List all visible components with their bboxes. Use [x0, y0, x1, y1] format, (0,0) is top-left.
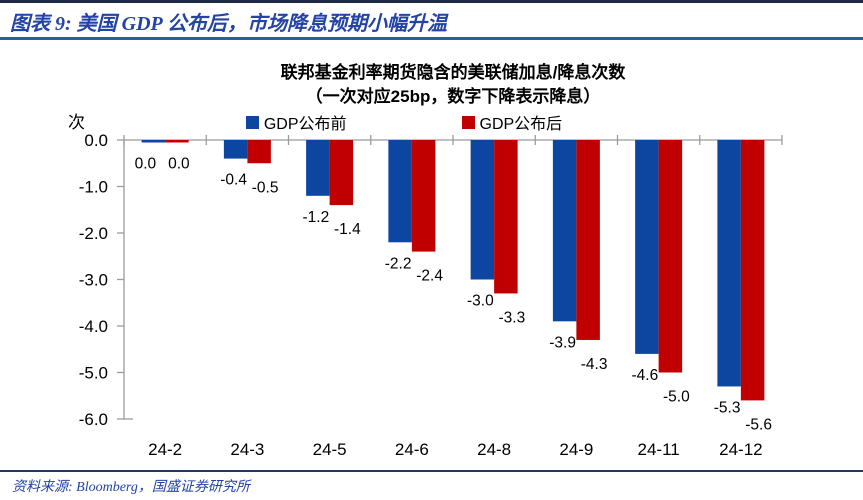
chart-title: 联邦基金利率期货隐含的美联储加息/降息次数: [280, 63, 626, 82]
bar-gdp-after: [329, 140, 354, 206]
bar-gdp-after: [576, 140, 600, 340]
value-label-gdp-after: -0.5: [252, 179, 279, 196]
bar-gdp-before: [635, 140, 659, 354]
value-label-gdp-after: -5.6: [745, 416, 772, 433]
legend-label-gdp-before: GDP公布前: [263, 116, 347, 133]
bar-gdp-before: [141, 140, 166, 143]
bar-gdp-before: [552, 140, 577, 322]
legend-label-gdp-after: GDP公布后: [479, 116, 563, 133]
bar-gdp-after: [165, 140, 189, 143]
x-tick-label: 24-6: [395, 440, 429, 459]
value-label-gdp-after: -4.3: [581, 356, 608, 373]
legend-item-gdp-after: GDP公布后: [461, 110, 563, 134]
bar-gdp-before: [223, 140, 248, 159]
bar-gdp-before: [388, 140, 412, 243]
bar-gdp-after: [740, 140, 765, 401]
value-label-gdp-before: 0.0: [135, 156, 157, 173]
value-label-gdp-before: -0.4: [220, 172, 247, 189]
bar-gdp-after: [411, 140, 436, 252]
y-tick-label: -1.0: [79, 178, 108, 197]
value-label-gdp-before: -2.2: [385, 255, 412, 272]
x-tick-label: 24-5: [313, 440, 347, 459]
x-tick-label: 24-11: [638, 440, 680, 459]
x-tick-label: 24-9: [559, 440, 593, 459]
value-label-gdp-after: -1.4: [334, 221, 361, 238]
bar-gdp-before: [306, 140, 330, 196]
value-label-gdp-after: -3.3: [499, 309, 526, 326]
x-tick-label: 24-2: [148, 440, 182, 459]
chart-subtitle: （一次对应25bp，数字下降表示降息）: [305, 87, 601, 106]
y-tick-label: -4.0: [79, 317, 108, 336]
bar-gdp-after: [658, 140, 683, 373]
figure-title: 图表 9: 美国 GDP 公布后，市场降息预期小幅升温: [10, 13, 448, 35]
header-separator: [0, 37, 863, 40]
y-tick-label: -3.0: [79, 271, 108, 290]
value-label-gdp-after: 0.0: [168, 156, 190, 173]
footer-separator: [0, 470, 863, 472]
bar-gdp-after: [247, 140, 271, 164]
y-tick-label: -2.0: [79, 224, 108, 243]
top-border: [0, 0, 863, 3]
x-tick-label: 24-8: [477, 440, 511, 459]
bar-gdp-before: [717, 140, 741, 387]
bar-gdp-before: [470, 140, 495, 280]
value-label-gdp-before: -5.3: [714, 399, 741, 416]
y-axis-unit-label: 次: [68, 113, 85, 132]
source-text: 资料来源: Bloomberg，国盛证券研究所: [12, 480, 250, 495]
y-tick-label: 0.0: [84, 131, 108, 150]
y-tick-label: -6.0: [79, 410, 108, 429]
legend-swatch-red-icon: [461, 115, 475, 129]
value-label-gdp-after: -2.4: [416, 268, 443, 285]
value-label-gdp-after: -5.0: [663, 389, 690, 406]
value-label-gdp-before: -1.2: [303, 209, 330, 226]
value-label-gdp-before: -3.0: [467, 293, 494, 310]
y-tick-label: -5.0: [79, 364, 108, 383]
value-label-gdp-before: -4.6: [632, 367, 659, 384]
legend: GDP公布前 GDP公布后: [124, 110, 684, 134]
legend-item-gdp-before: GDP公布前: [245, 110, 347, 134]
x-tick-label: 24-12: [719, 440, 762, 459]
x-tick-label: 24-3: [230, 440, 264, 459]
bar-gdp-after: [494, 140, 518, 294]
legend-swatch-blue-icon: [245, 115, 259, 129]
value-label-gdp-before: -3.9: [549, 334, 576, 351]
